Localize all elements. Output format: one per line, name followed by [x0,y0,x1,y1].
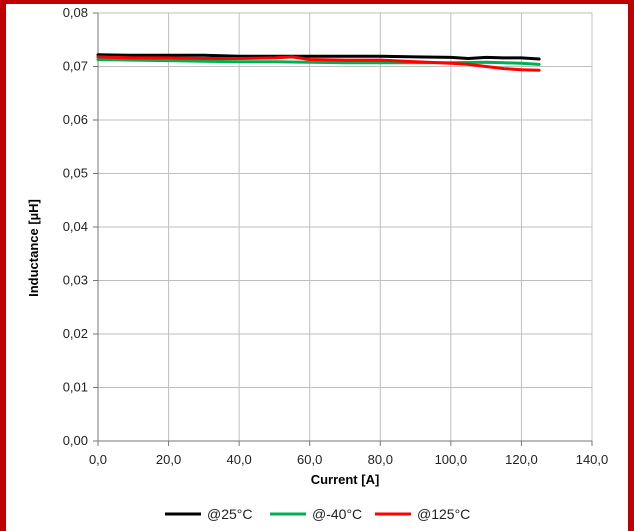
legend-label: @-40°C [312,506,362,522]
series-line [96,53,541,61]
y-tick-label: 0,08 [63,5,88,20]
y-tick-label: 0,01 [63,380,88,395]
y-tick-label: 0,05 [63,166,88,181]
x-tick-label: 80,0 [368,452,393,467]
grid [98,12,593,441]
y-axis-label: Inductance [µH] [26,199,41,297]
legend-label: @125°C [417,506,470,522]
x-tick-label: 20,0 [156,452,181,467]
x-tick-label: 120,0 [505,452,538,467]
y-tick-label: 0,06 [63,112,88,127]
x-tick-label: 0,0 [89,452,107,467]
y-tick-label: 0,07 [63,59,88,74]
series-line [96,58,541,66]
axes [93,12,593,446]
x-axis-label: Current [A] [311,472,380,487]
y-tick-label: 0,03 [63,273,88,288]
legend: @25°C @-40°C @125°C [165,506,470,522]
series-line [96,55,541,72]
y-tick-label: 0,00 [63,433,88,448]
y-tick-labels: 0,00 0,01 0,02 0,03 0,04 0,05 0,06 0,07 0,08 [63,5,88,448]
x-tick-label: 60,0 [297,452,322,467]
x-tick-labels: 0,0 20,0 40,0 60,0 80,0 100,0 120,0 140,0 [89,452,608,467]
y-tick-label: 0,04 [63,219,88,234]
y-tick-label: 0,02 [63,326,88,341]
legend-label: @25°C [207,506,253,522]
x-tick-label: 100,0 [435,452,468,467]
x-tick-label: 140,0 [576,452,609,467]
series-lines [96,53,541,72]
x-tick-label: 40,0 [226,452,251,467]
